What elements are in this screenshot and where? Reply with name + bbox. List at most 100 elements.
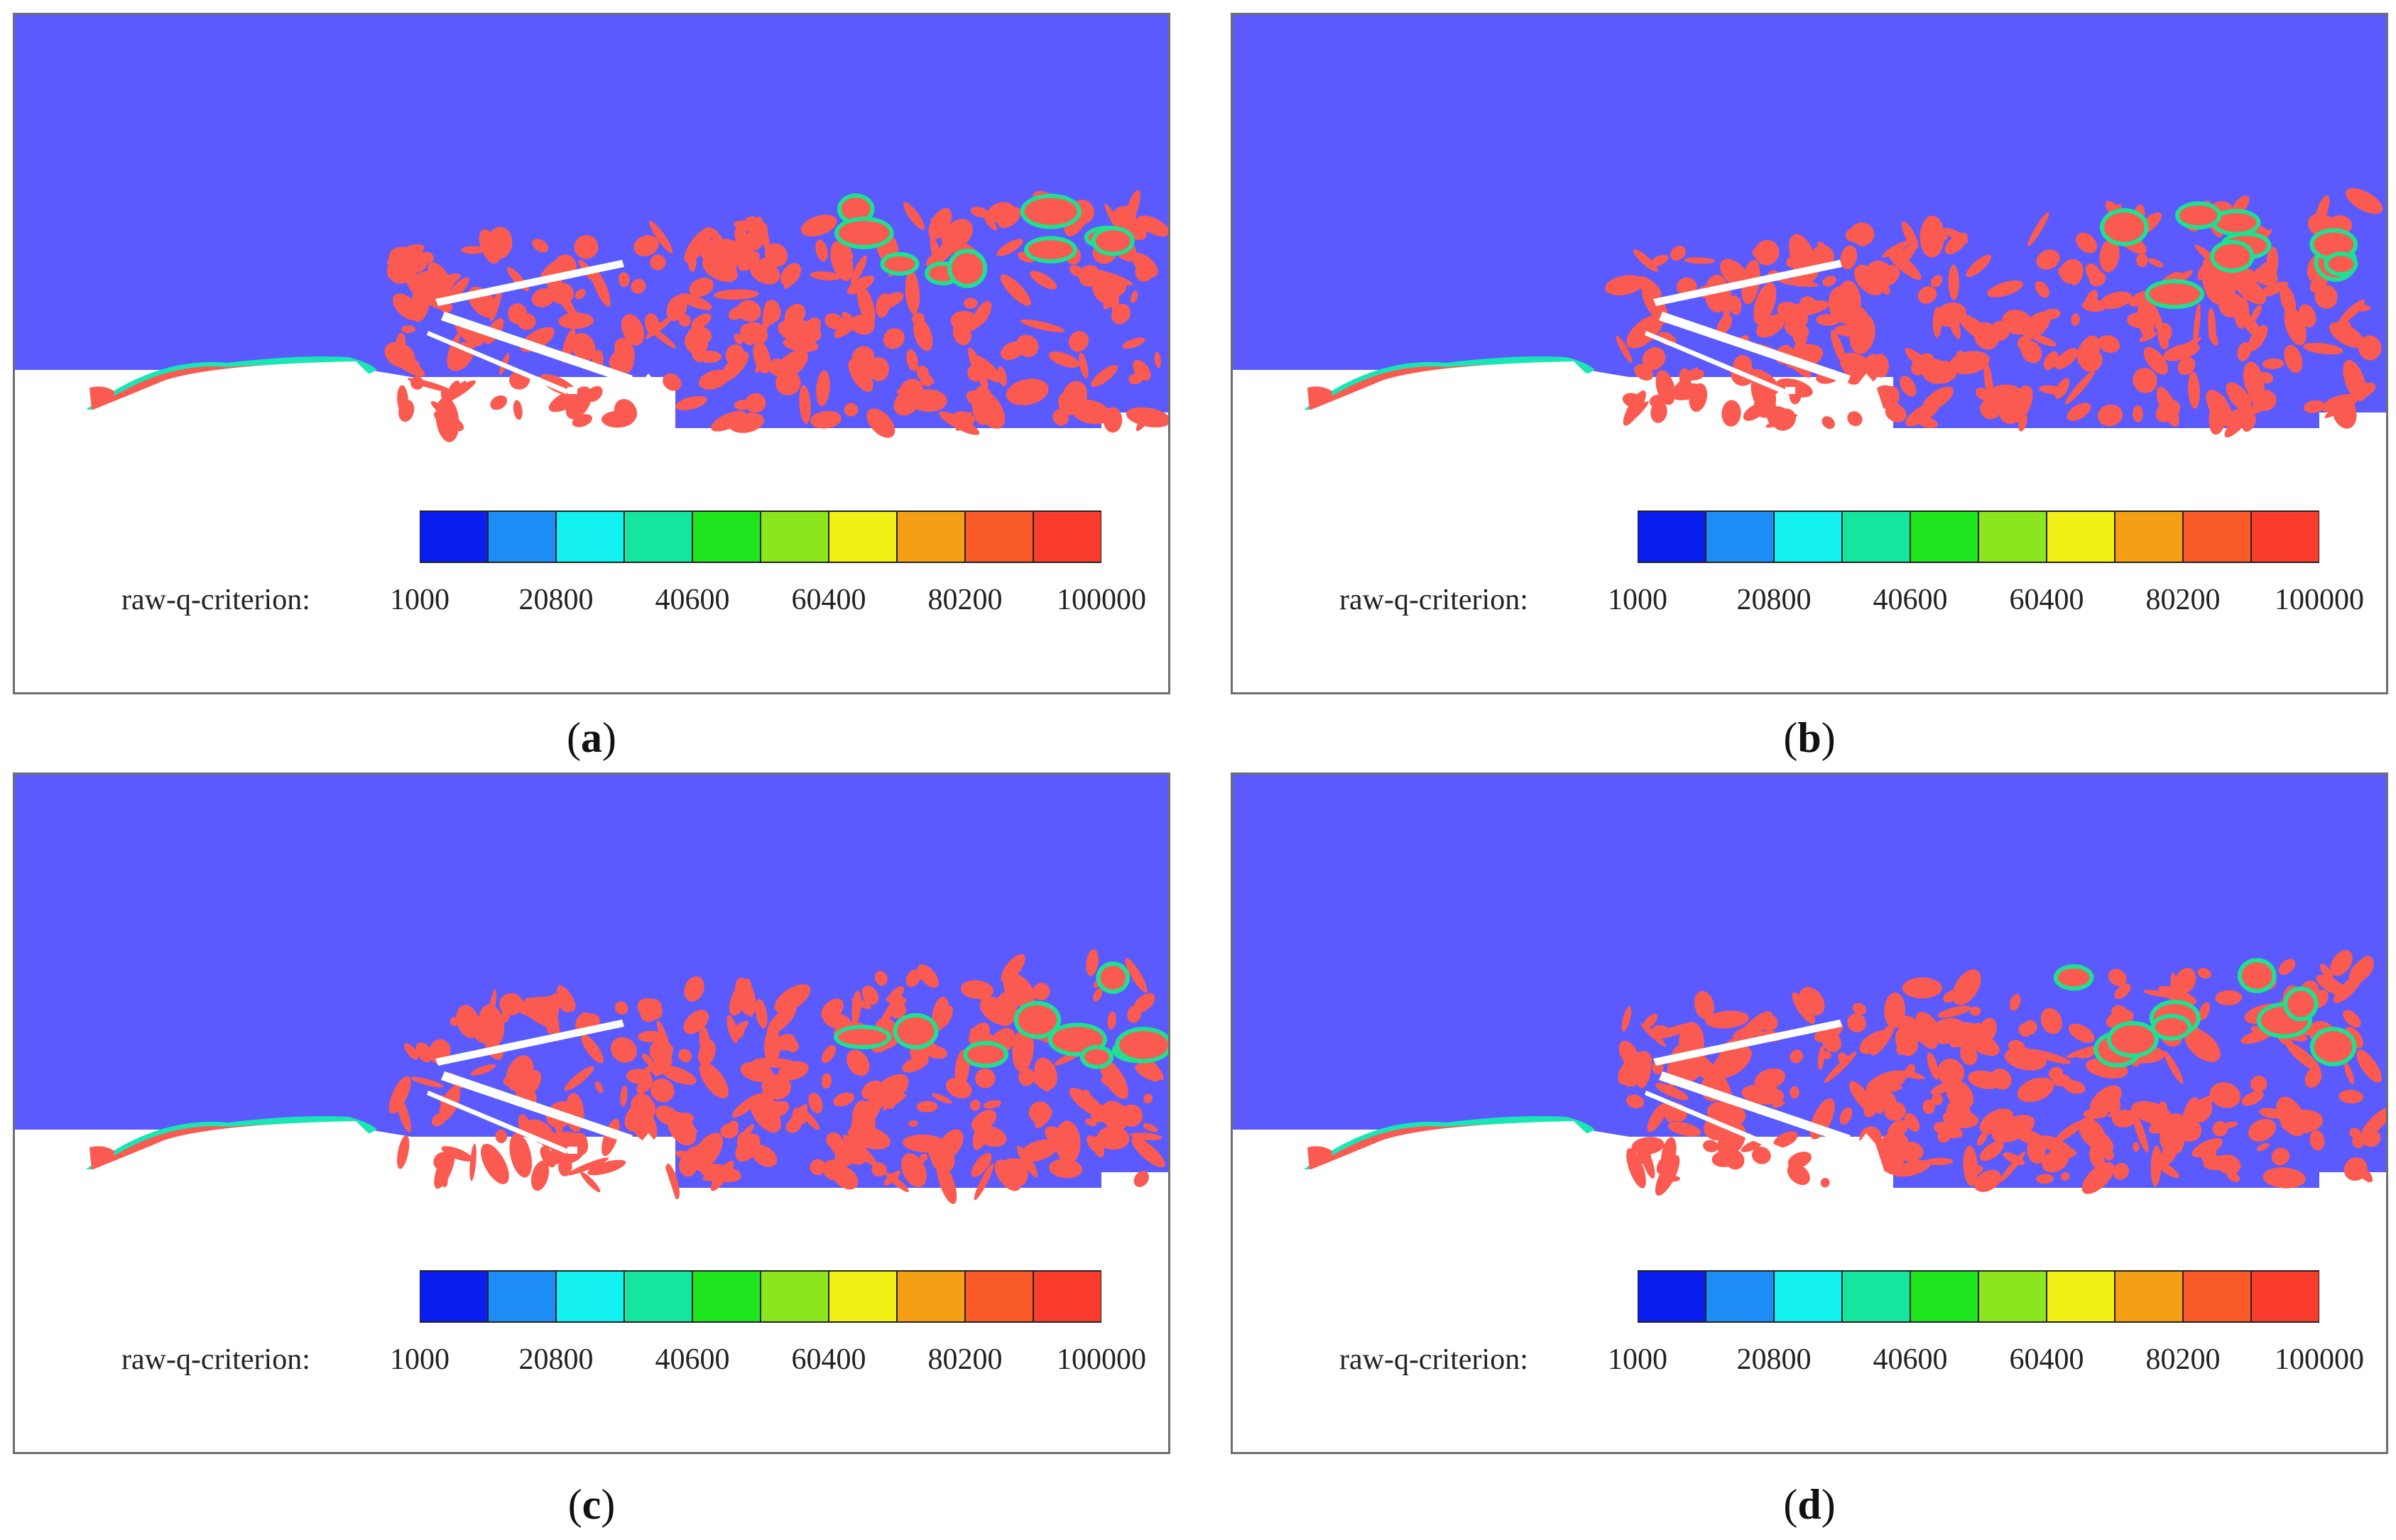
vortex-blob [560,998,576,1012]
vortex-blob [619,272,630,288]
vortex-blob [762,300,771,331]
vortex-blob [1684,257,1716,264]
vortex-blob [960,980,994,1000]
colorbar-tick-label: 20800 [518,1343,594,1376]
vortex-blob [1942,989,1960,1003]
colorbar-segment [1841,510,1911,563]
vortex-blob [1130,290,1138,303]
vortex-blob [1792,992,1815,1024]
vortex-blob [609,350,634,375]
vortex-blob [580,1172,601,1193]
vortex-blob [1830,329,1846,364]
eddy-core [967,1045,1005,1064]
vortex-blob [1107,1011,1116,1030]
vortex-blob [678,293,712,310]
vortex-blob [2216,1154,2241,1174]
colorbar-tick-label: 100000 [2275,584,2364,616]
colorbar-segment [1910,510,1979,563]
vortex-blob [397,1135,410,1169]
vortex-blob [2356,1164,2373,1183]
panel-caption: (d) [1783,1480,1835,1529]
vortex-blob [1111,1105,1128,1122]
vortex-blob [2316,974,2347,996]
vortex-blob [508,303,528,324]
vortex-blob [810,271,842,280]
plate-tip [1785,387,1795,394]
nozzle-insert [640,1133,675,1198]
vortex-blob [775,1034,796,1051]
colorbar-segment [623,510,693,563]
vortex-blob [398,400,415,422]
vortex-blob [1922,1099,1935,1114]
colorbar-tick-label: 100000 [1057,1343,1146,1376]
vortex-blob [2042,308,2061,320]
vortex-blob [851,314,875,335]
vortex-blob [610,1037,637,1063]
q-criterion-contour-plot [15,15,1168,692]
colorbar-segment [623,1270,693,1323]
eddy-core [2111,1025,2155,1054]
vortex-blob [2349,1127,2361,1139]
vortex-blob [2226,382,2252,412]
vortex-blob [1618,1040,1640,1068]
colorbar-segment [555,1270,625,1323]
vortex-blob [1012,1027,1034,1072]
vortex-blob [822,1044,836,1064]
vortex-blob [591,267,611,307]
vortex-blob [1822,1051,1831,1059]
vortex-blob [2036,1174,2054,1184]
vortex-blob [967,364,985,382]
vortex-blob [684,227,713,263]
vortex-blob [687,326,712,346]
vortex-blob [2133,405,2143,422]
vortex-blob [2036,249,2060,270]
vortex-blob [490,285,503,322]
vortex-blob [1652,401,1666,417]
vortex-blob [744,322,768,344]
vortex-blob [1689,383,1708,413]
vortex-blob [1741,1084,1785,1105]
vortex-blob [734,333,743,344]
vortex-blob [1952,969,1981,1005]
vortex-blob [2309,1130,2325,1151]
vortex-blob [633,235,659,256]
vortex-blob [1001,342,1025,360]
vortex-blob [2054,348,2079,369]
vortex-blob [655,1105,680,1126]
vortex-blob [1784,320,1809,339]
vortex-blob [404,1043,418,1060]
vortex-blob [1706,1101,1746,1127]
vortex-blob [1937,1059,1965,1086]
vortex-blob [1670,246,1686,261]
vortex-blob [1887,1120,1908,1139]
vortex-blob [2258,371,2273,384]
eddy-core [2149,283,2200,305]
vortex-blob [851,1097,882,1132]
colorbar-tick-label: 20800 [1736,1343,1812,1376]
vortex-blob [2316,195,2330,224]
vortex-blob [1840,245,1858,270]
vortex-blob [1904,1113,1920,1132]
vortex-blob [2099,291,2133,310]
vortex-blob [387,244,425,266]
eddy-core [2057,968,2090,987]
vortex-blob [614,1001,628,1015]
colorbar-segment [692,1270,761,1323]
vortex-blob [1068,331,1089,352]
vortex-blob [1772,1101,1785,1108]
vortex-blob [1101,1077,1121,1090]
vortex-blob [1133,993,1155,1013]
vortex-blob [1896,1015,1919,1033]
vortex-blob [1099,1059,1128,1099]
vortex-blob [567,1157,609,1176]
vortex-blob [821,1073,832,1089]
vortex-blob [461,246,485,254]
vortex-blob [456,1005,481,1039]
panel-caption: (b) [1783,714,1835,763]
colorbar-tick-label: 1000 [1608,584,1667,616]
vortex-blob [1893,1159,1931,1177]
vortex-blob [2104,1149,2114,1161]
vortex-blob [2188,371,2200,409]
vortex-blob [1020,1139,1058,1162]
eddy-core [2216,213,2257,232]
